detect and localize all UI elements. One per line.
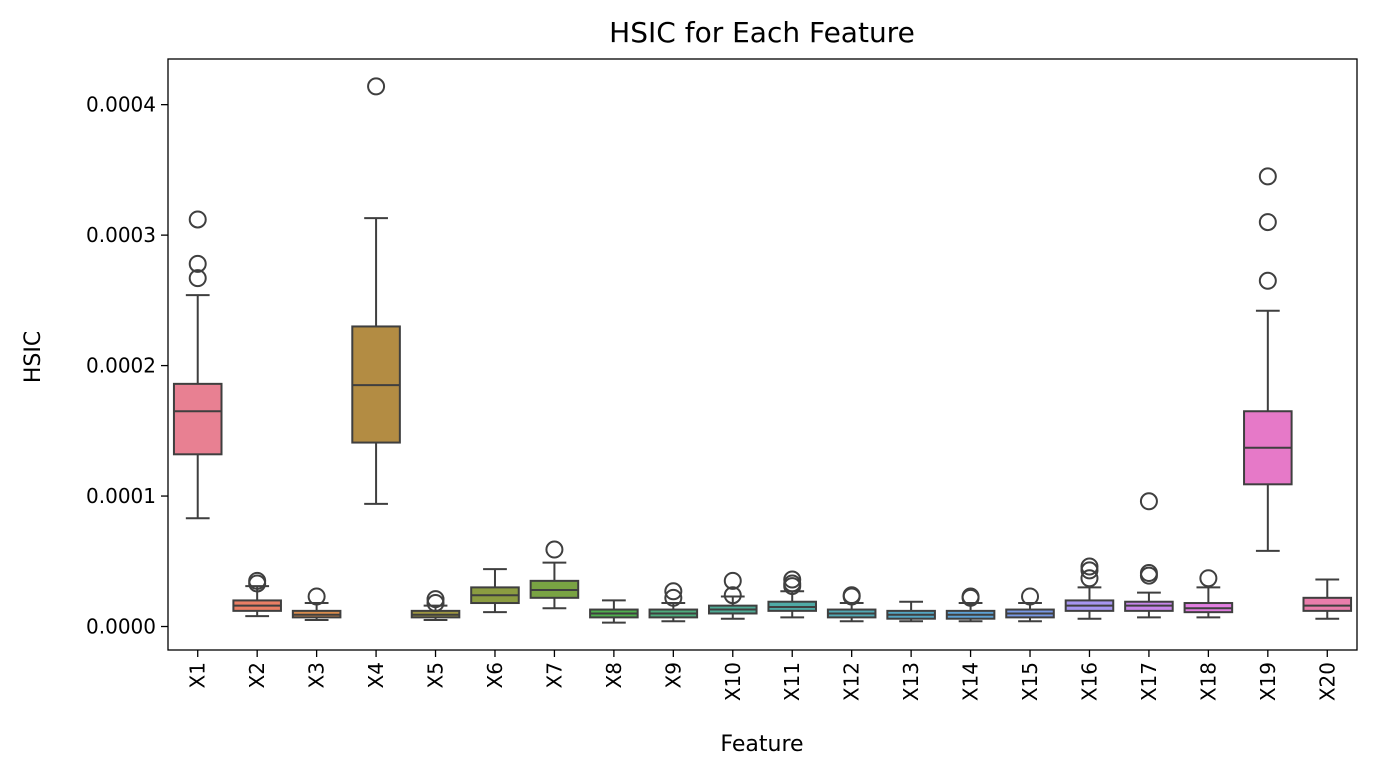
x-tick-label: X2 (245, 662, 269, 688)
outlier-point (1139, 492, 1158, 511)
y-axis-label: HSIC (21, 331, 46, 383)
y-tick-label: 0.0000 (86, 615, 156, 639)
x-tick-label: X10 (721, 662, 745, 701)
outlier-point (1080, 557, 1099, 576)
x-tick-label: X20 (1315, 662, 1339, 701)
outlier-point (188, 210, 207, 229)
box-x9 (648, 582, 699, 623)
outlier-point (961, 587, 980, 606)
x-axis-ticks: X1 X2 X3 X4 X5 X6 X7 X8 X9 X10 X11 X12 X13 X14 X15 X16 X… (186, 650, 1339, 701)
outlier-point (723, 586, 742, 605)
x-tick-label: X11 (780, 662, 804, 701)
outlier-point (723, 571, 742, 590)
outlier-point (188, 254, 207, 273)
x-tick-label: X18 (1196, 662, 1220, 701)
y-axis-ticks: 0.0000 0.0001 0.0002 0.0003 0.0004 (86, 93, 168, 639)
x-tick-label: X4 (364, 662, 388, 688)
x-tick-label: X15 (1018, 662, 1042, 701)
box-x19 (1243, 167, 1293, 552)
boxes-group (172, 77, 1353, 624)
outlier-point (307, 587, 326, 606)
box-x5 (410, 590, 461, 621)
box-x13 (886, 600, 936, 623)
box-x18 (1183, 569, 1234, 619)
outlier-point (1139, 564, 1158, 583)
box-iqr (1302, 596, 1353, 612)
x-tick-label: X3 (305, 662, 329, 688)
box-x6 (470, 568, 520, 614)
x-tick-label: X6 (483, 662, 507, 688)
x-tick-label: X19 (1256, 662, 1280, 701)
outlier-point (664, 582, 683, 601)
outlier-point (188, 269, 207, 288)
y-tick-label: 0.0004 (86, 93, 156, 117)
x-tick-label: X7 (542, 662, 566, 688)
x-axis-label: Feature (720, 732, 803, 757)
box-iqr (172, 382, 223, 456)
outlier-point (1258, 213, 1277, 232)
outlier-point (842, 586, 861, 605)
chart-title: HSIC for Each Feature (609, 16, 915, 49)
outlier-point (1258, 271, 1277, 290)
y-tick-label: 0.0002 (86, 354, 156, 378)
y-tick-label: 0.0001 (86, 484, 156, 508)
box-x8 (589, 599, 639, 624)
x-tick-label: X8 (602, 662, 626, 688)
outlier-point (545, 540, 564, 559)
x-tick-label: X9 (661, 662, 685, 688)
x-tick-label: X17 (1137, 662, 1161, 701)
outlier-point (248, 571, 267, 590)
x-tick-label: X16 (1077, 662, 1101, 701)
box-x17 (1124, 492, 1174, 619)
outlier-point (664, 588, 683, 607)
box-x15 (1005, 587, 1055, 623)
outlier-point (1080, 569, 1099, 588)
box-x1 (172, 210, 223, 520)
box-x16 (1064, 557, 1115, 620)
box-x3 (291, 587, 342, 621)
plot-frame (167, 58, 1358, 651)
outlier-point (1021, 587, 1040, 606)
x-tick-label: X5 (424, 662, 448, 688)
x-tick-label: X14 (959, 662, 983, 701)
outlier-point (426, 590, 445, 609)
box-x7 (529, 540, 580, 610)
box-x14 (945, 587, 996, 623)
outlier-point (1199, 569, 1218, 588)
outlier-point (783, 570, 802, 589)
x-tick-label: X1 (186, 662, 210, 688)
box-x20 (1302, 578, 1353, 620)
y-tick-label: 0.0003 (86, 223, 156, 247)
x-tick-label: X13 (899, 662, 923, 701)
x-tick-label: X12 (840, 662, 864, 701)
outlier-point (1258, 167, 1277, 186)
box-x2 (232, 571, 282, 618)
box-x10 (707, 571, 758, 620)
box-x11 (767, 570, 818, 619)
outlier-point (367, 77, 386, 96)
box-x12 (826, 586, 877, 623)
box-x4 (351, 77, 401, 505)
